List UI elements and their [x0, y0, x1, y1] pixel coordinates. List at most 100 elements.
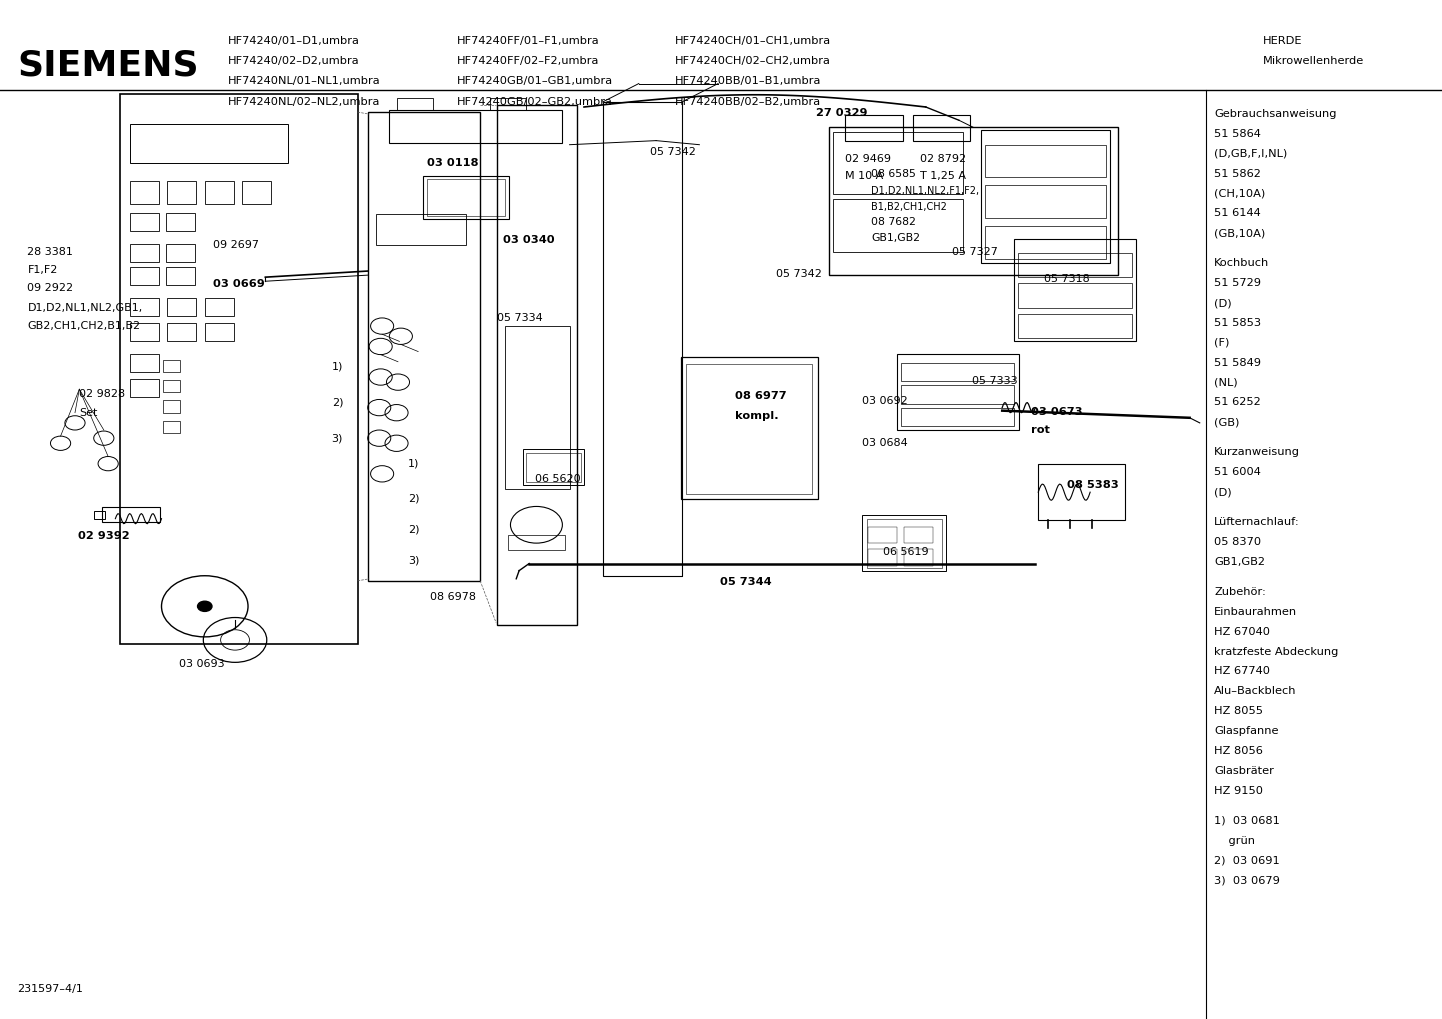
- Text: HF74240CH/01–CH1,umbra: HF74240CH/01–CH1,umbra: [675, 36, 831, 46]
- Text: 02 9828: 02 9828: [79, 389, 125, 399]
- Text: Lüfternachlauf:: Lüfternachlauf:: [1214, 517, 1299, 527]
- Text: 51 5853: 51 5853: [1214, 318, 1262, 328]
- Text: 05 8370: 05 8370: [1214, 537, 1262, 547]
- Text: 28 3381: 28 3381: [27, 247, 74, 257]
- Bar: [490, 98, 526, 110]
- Bar: [130, 244, 159, 262]
- Text: Einbaurahmen: Einbaurahmen: [1214, 606, 1298, 616]
- Text: 09 2922: 09 2922: [27, 283, 74, 293]
- Bar: [166, 213, 195, 231]
- Bar: [681, 357, 818, 499]
- Text: SIEMENS: SIEMENS: [17, 49, 199, 83]
- Bar: [901, 363, 1014, 381]
- Text: 2): 2): [408, 493, 420, 503]
- Text: (D,GB,F,I,NL): (D,GB,F,I,NL): [1214, 149, 1288, 159]
- Bar: [130, 298, 159, 316]
- Bar: [1038, 464, 1125, 520]
- Text: 1): 1): [332, 362, 343, 372]
- Text: HERDE: HERDE: [1263, 36, 1302, 46]
- Text: HF74240BB/01–B1,umbra: HF74240BB/01–B1,umbra: [675, 76, 822, 87]
- Text: 1)  03 0681: 1) 03 0681: [1214, 815, 1280, 825]
- Text: Kochbuch: Kochbuch: [1214, 258, 1269, 268]
- Text: HZ 8055: HZ 8055: [1214, 706, 1263, 716]
- Bar: [862, 515, 946, 571]
- Text: HZ 67740: HZ 67740: [1214, 666, 1270, 677]
- Text: HF74240NL/01–NL1,umbra: HF74240NL/01–NL1,umbra: [228, 76, 381, 87]
- Text: HZ 9150: HZ 9150: [1214, 786, 1263, 796]
- Text: 05 7327: 05 7327: [952, 247, 998, 257]
- Bar: [368, 112, 480, 581]
- Text: (CH,10A): (CH,10A): [1214, 189, 1266, 199]
- Text: 06 5619: 06 5619: [883, 547, 929, 557]
- Bar: [497, 105, 577, 625]
- Bar: [845, 115, 903, 141]
- Text: T 1,25 A: T 1,25 A: [920, 171, 966, 181]
- Bar: [833, 132, 963, 194]
- Text: D1,D2,NL1,NL2,F1,F2,: D1,D2,NL1,NL2,F1,F2,: [871, 186, 979, 197]
- Bar: [1018, 283, 1132, 308]
- Text: 51 5862: 51 5862: [1214, 168, 1262, 178]
- Bar: [985, 145, 1106, 177]
- Text: Glaspfanne: Glaspfanne: [1214, 726, 1279, 736]
- Text: rot: rot: [1031, 425, 1050, 435]
- Text: 02 9392: 02 9392: [78, 531, 130, 541]
- Text: 05 7342: 05 7342: [650, 147, 696, 157]
- Text: kratzfeste Abdeckung: kratzfeste Abdeckung: [1214, 646, 1338, 656]
- Text: F1,F2: F1,F2: [27, 265, 58, 275]
- Text: 2)  03 0691: 2) 03 0691: [1214, 855, 1280, 865]
- Text: 08 6978: 08 6978: [430, 592, 476, 602]
- Bar: [130, 213, 159, 231]
- Bar: [603, 102, 682, 576]
- Bar: [389, 110, 562, 143]
- Bar: [120, 94, 358, 644]
- Text: D1,D2,NL1,NL2,GB1,: D1,D2,NL1,NL2,GB1,: [27, 303, 143, 313]
- Bar: [163, 421, 180, 433]
- Text: grün: grün: [1214, 836, 1255, 846]
- Bar: [167, 181, 196, 204]
- Text: HF74240NL/02–NL2,umbra: HF74240NL/02–NL2,umbra: [228, 97, 381, 107]
- Text: Set: Set: [79, 408, 98, 418]
- Text: (GB,10A): (GB,10A): [1214, 228, 1266, 238]
- Bar: [1018, 314, 1132, 338]
- Text: GB1,GB2: GB1,GB2: [871, 233, 920, 244]
- Circle shape: [198, 601, 212, 611]
- Bar: [505, 326, 570, 489]
- Text: HF74240CH/02–CH2,umbra: HF74240CH/02–CH2,umbra: [675, 56, 831, 66]
- Text: Kurzanweisung: Kurzanweisung: [1214, 447, 1301, 458]
- Text: Mikrowellenherde: Mikrowellenherde: [1263, 56, 1364, 66]
- Bar: [897, 354, 1019, 430]
- Bar: [102, 507, 160, 522]
- Text: Gebrauchsanweisung: Gebrauchsanweisung: [1214, 109, 1337, 119]
- Text: GB2,CH1,CH2,B1,B2: GB2,CH1,CH2,B1,B2: [27, 321, 140, 331]
- Text: 05 7333: 05 7333: [972, 376, 1018, 386]
- Text: 09 2697: 09 2697: [213, 240, 260, 251]
- Text: 05 7318: 05 7318: [1044, 274, 1090, 284]
- Bar: [130, 379, 159, 397]
- Text: 03 0673: 03 0673: [1031, 407, 1083, 417]
- Bar: [1018, 253, 1132, 277]
- Text: (D): (D): [1214, 298, 1231, 308]
- Bar: [686, 364, 812, 494]
- Text: 06 5620: 06 5620: [535, 474, 581, 484]
- Bar: [868, 549, 897, 566]
- Bar: [985, 185, 1106, 218]
- Text: 51 6252: 51 6252: [1214, 397, 1260, 408]
- Text: (GB): (GB): [1214, 417, 1240, 427]
- Text: 08 7682: 08 7682: [871, 217, 916, 227]
- Bar: [508, 535, 565, 550]
- Bar: [913, 115, 970, 141]
- Bar: [166, 244, 195, 262]
- Text: 2): 2): [332, 397, 343, 408]
- Text: 03 0693: 03 0693: [179, 659, 225, 669]
- Text: 03 0118: 03 0118: [427, 158, 479, 168]
- Bar: [130, 124, 288, 163]
- Text: 3): 3): [332, 433, 343, 443]
- Text: HF74240GB/02–GB2,umbra: HF74240GB/02–GB2,umbra: [457, 97, 613, 107]
- Bar: [205, 323, 234, 341]
- Text: HF74240/02–D2,umbra: HF74240/02–D2,umbra: [228, 56, 359, 66]
- Text: Zubehör:: Zubehör:: [1214, 587, 1266, 597]
- Bar: [1014, 239, 1136, 341]
- Text: 231597–4/1: 231597–4/1: [17, 983, 84, 994]
- Text: 08 5383: 08 5383: [1067, 480, 1119, 490]
- Bar: [130, 354, 159, 372]
